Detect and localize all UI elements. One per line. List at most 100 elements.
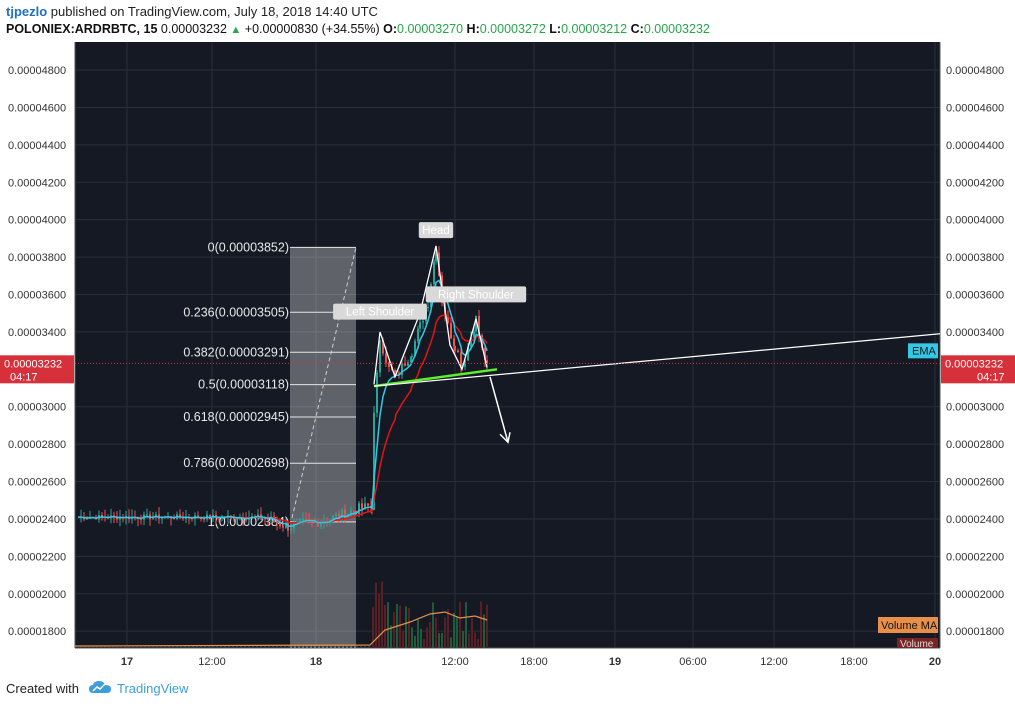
open-label: O: bbox=[383, 22, 398, 36]
volume-bar bbox=[268, 646, 270, 648]
volume-bar bbox=[284, 646, 286, 648]
volume-bar bbox=[402, 630, 404, 648]
y-tick-label-left: 0.00003800 bbox=[8, 252, 66, 264]
volume-bar bbox=[308, 646, 310, 648]
y-tick-label-left: 0.00002600 bbox=[8, 477, 66, 489]
candle-body bbox=[470, 337, 472, 348]
volume-bar bbox=[408, 607, 410, 648]
x-tick-label: 19 bbox=[609, 656, 621, 668]
tradingview-link[interactable]: TradingView bbox=[117, 681, 189, 696]
volume-ma-tag-bg bbox=[878, 617, 938, 633]
volume-bar bbox=[384, 604, 386, 648]
y-tick-label-left: 0.00003000 bbox=[8, 402, 66, 414]
volume-bar bbox=[224, 646, 226, 648]
volume-bar bbox=[426, 627, 428, 648]
y-tick-label-left: 0.00003600 bbox=[8, 290, 66, 302]
volume-bar bbox=[477, 638, 479, 648]
fib-level-label: 0(0.00003852) bbox=[208, 240, 289, 254]
x-tick-label: 18:00 bbox=[840, 656, 868, 668]
volume-bar bbox=[196, 646, 198, 648]
volume-tag-bg bbox=[897, 638, 938, 648]
volume-bar bbox=[300, 646, 302, 648]
candle-body bbox=[481, 335, 483, 348]
candle-body bbox=[410, 356, 412, 363]
volume-bar bbox=[332, 646, 334, 648]
publish-info: tjpezlo published on TradingView.com, Ju… bbox=[6, 4, 378, 19]
candle-body bbox=[245, 519, 247, 521]
candle-body bbox=[287, 522, 289, 531]
published-text: published on TradingView.com, July 18, 2… bbox=[50, 4, 378, 19]
y-tick-label-left: 0.00002400 bbox=[8, 514, 66, 526]
volume-bar bbox=[417, 619, 419, 648]
volume-bar bbox=[216, 646, 218, 648]
volume-bar bbox=[116, 646, 118, 648]
y-tick-label-right: 0.00003400 bbox=[946, 327, 1004, 339]
fib-level-label: 0.236(0.00003505) bbox=[183, 305, 289, 319]
volume-bar bbox=[184, 646, 186, 648]
candle-body bbox=[414, 341, 416, 356]
volume-bar bbox=[176, 646, 178, 648]
volume-bar bbox=[390, 625, 392, 648]
candle-body bbox=[435, 252, 437, 262]
candle-body bbox=[404, 363, 406, 366]
volume-bar bbox=[276, 646, 278, 648]
candle-body bbox=[361, 503, 363, 509]
candle-body bbox=[486, 360, 488, 364]
volume-bar bbox=[465, 602, 467, 648]
fib-level-label: 0.618(0.00002945) bbox=[183, 410, 289, 424]
volume-bar bbox=[88, 646, 90, 648]
volume-bar bbox=[474, 632, 476, 648]
volume-bar bbox=[438, 633, 440, 648]
y-tick-label-right: 0.00002800 bbox=[946, 439, 1004, 451]
volume-bar bbox=[280, 646, 282, 648]
candle-body bbox=[379, 340, 381, 373]
candle-body bbox=[394, 370, 396, 374]
candle-body bbox=[350, 510, 352, 515]
candle-body bbox=[335, 514, 337, 516]
candle-body bbox=[467, 347, 469, 361]
low-value: 0.00003212 bbox=[561, 22, 628, 36]
pattern-outline bbox=[373, 245, 488, 385]
footer: Created with TradingView bbox=[0, 670, 1015, 706]
author-link[interactable]: tjpezlo bbox=[6, 4, 48, 19]
candle-body bbox=[388, 362, 390, 367]
volume-bar bbox=[172, 646, 174, 648]
y-tick-label-left: 0.00004600 bbox=[8, 102, 66, 114]
projection-trendline bbox=[373, 333, 941, 387]
y-tick-label-right: 0.00003800 bbox=[946, 252, 1004, 264]
candle-body bbox=[305, 519, 307, 521]
volume-bar bbox=[356, 646, 358, 648]
candle-body bbox=[146, 514, 148, 516]
volume-bar bbox=[256, 646, 258, 648]
volume-bar bbox=[378, 593, 380, 648]
volume-tag: Volume bbox=[900, 639, 934, 650]
volume-bar bbox=[228, 646, 230, 648]
volume-bar bbox=[411, 627, 413, 648]
chart-area[interactable]: 0.00004800 0.00004800 0.00004600 0.00004600… bbox=[0, 40, 1015, 670]
candle-body bbox=[317, 521, 319, 527]
volume-bar bbox=[208, 646, 210, 648]
volume-bar bbox=[450, 637, 452, 648]
volume-bar bbox=[423, 639, 425, 648]
countdown-right: 04:17 bbox=[977, 371, 1005, 383]
volume-bar bbox=[252, 646, 254, 648]
y-tick-label-left: 0.00004800 bbox=[8, 65, 66, 77]
volume-bar bbox=[399, 605, 401, 648]
volume-bar bbox=[128, 646, 130, 648]
candle-body bbox=[140, 518, 142, 520]
x-tick-label: 20 bbox=[929, 656, 941, 668]
y-tick-label-left: 0.00004000 bbox=[8, 215, 66, 227]
volume-bar bbox=[381, 581, 383, 648]
volume-bar bbox=[144, 646, 146, 648]
neckline bbox=[373, 368, 498, 388]
candle-body bbox=[358, 503, 360, 515]
y-tick-label-right: 0.00002600 bbox=[946, 477, 1004, 489]
candle-body bbox=[86, 518, 88, 520]
price-chart[interactable]: 0.00004800 0.00004800 0.00004600 0.00004600… bbox=[0, 40, 1015, 670]
candle-body bbox=[209, 514, 211, 519]
y-tick-label-right: 0.00002000 bbox=[946, 589, 1004, 601]
y-tick-label-right: 0.00004600 bbox=[946, 102, 1004, 114]
x-tick-label: 18:00 bbox=[520, 656, 548, 668]
close-label: C: bbox=[630, 22, 644, 36]
candle-body bbox=[457, 350, 459, 353]
